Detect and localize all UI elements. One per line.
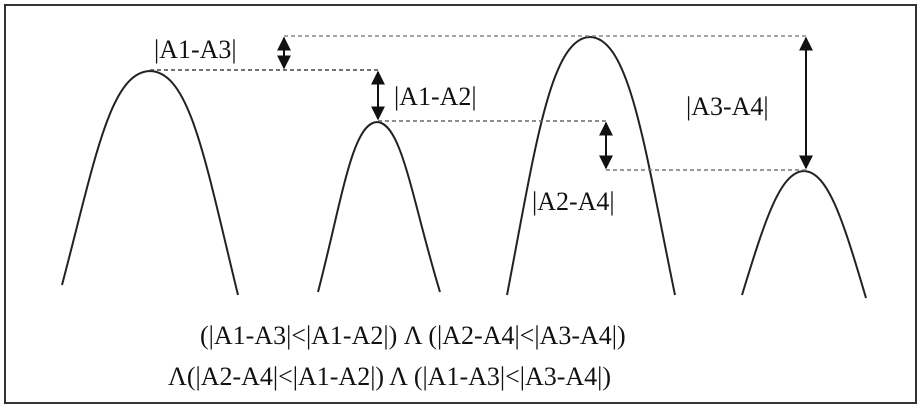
- diagram-frame: [4, 4, 917, 404]
- formula-line-1: (|A1-A3|<|A1-A2|) Λ (|A2-A4|<|A3-A4|): [200, 321, 626, 350]
- peak-a1-curve: [61, 69, 239, 296]
- label-a3-a4: |A3-A4|: [686, 92, 769, 121]
- peak-a2-curve: [317, 120, 441, 293]
- label-a2-a4: |A2-A4|: [532, 187, 615, 216]
- formula-line-2: Λ(|A2-A4|<|A1-A2|) Λ (|A1-A3|<|A3-A4|): [168, 362, 611, 391]
- peak-a4-curve: [741, 169, 867, 299]
- label-a1-a2: |A1-A2|: [394, 82, 477, 111]
- label-a1-a3: |A1-A3|: [154, 35, 237, 64]
- peak-a3-curve: [506, 35, 676, 296]
